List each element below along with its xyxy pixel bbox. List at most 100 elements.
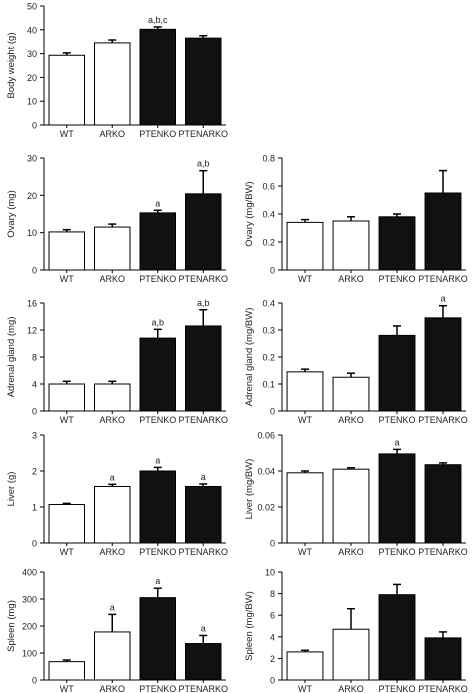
- x-tick-label: WT: [60, 547, 74, 557]
- x-tick-label: PTENARKO: [178, 274, 228, 284]
- y-tick-label: 8: [32, 353, 37, 363]
- bar-wt: [48, 383, 85, 412]
- y-tick-label: 8: [270, 589, 275, 599]
- significance-label: a: [201, 623, 206, 633]
- chart-panel-spleen-mg: 0 100 200 300 400 Spleen (mg) WT a ARKO a PTENKO a P…: [6, 568, 228, 693]
- bar-ptenarko: [185, 325, 222, 412]
- y-tick-label: 0.1: [262, 380, 275, 390]
- bar-wt: [286, 651, 324, 681]
- y-tick-label: 4: [270, 632, 275, 642]
- bar-ptenarko: [424, 464, 462, 544]
- x-tick-label: ARKO: [99, 547, 125, 557]
- bar-arko: [94, 485, 131, 544]
- significance-label: a: [394, 437, 399, 447]
- y-tick-label: 0.06: [257, 431, 275, 441]
- bar-arko: [332, 628, 370, 681]
- y-axis-label: Spleen (mg/BW): [244, 591, 255, 661]
- y-tick-label: 0.2: [262, 238, 275, 248]
- chart-panel-adrenal-mg: 0 4 8 12 16 Adrenal gland (mg) WT ARKO a,b PTENKO…: [6, 298, 228, 425]
- y-tick-label: 0.4: [262, 210, 275, 220]
- y-tick-label: 100: [22, 649, 37, 659]
- y-tick-label: 10: [265, 568, 275, 578]
- x-tick-label: WT: [60, 129, 74, 139]
- bar-wt: [286, 221, 324, 271]
- bar-wt: [48, 503, 85, 544]
- x-tick-label: PTENARKO: [418, 415, 468, 425]
- y-axis-label: Adrenal gland (mg/BW): [244, 308, 255, 407]
- significance-label: a: [155, 198, 160, 208]
- x-tick-label: PTENARKO: [178, 129, 228, 139]
- bar-wt: [48, 661, 85, 681]
- bar-ptenarko: [185, 193, 222, 271]
- chart-panel-liver-bw: 0 0.02 0.04 0.06 Liver (mg/BW) WT ARKO a PTENKO P…: [244, 431, 468, 558]
- y-axis-label: Ovary (mg/BW): [244, 181, 255, 246]
- y-tick-label: 0: [32, 539, 37, 549]
- x-tick-label: WT: [298, 684, 312, 693]
- x-tick-label: WT: [298, 274, 312, 284]
- bar-arko: [332, 468, 370, 544]
- bar-ptenko: [139, 470, 176, 544]
- y-tick-label: 0.8: [262, 154, 275, 164]
- significance-label: a,b: [197, 159, 210, 169]
- x-tick-label: WT: [60, 684, 74, 693]
- bar-arko: [94, 383, 131, 412]
- x-tick-label: ARKO: [338, 415, 364, 425]
- significance-label: a: [110, 472, 115, 482]
- x-tick-label: PTENARKO: [418, 274, 468, 284]
- chart-panel-spleen-bw: 0 2 4 6 8 10 Spleen (mg/BW) WT ARKO PTENKO PTENARK…: [244, 568, 468, 693]
- significance-label: a: [155, 576, 160, 586]
- y-axis-label: Body weight (g): [6, 32, 17, 98]
- y-tick-label: 0.04: [257, 467, 275, 477]
- y-tick-label: 0.4: [262, 299, 275, 309]
- y-axis-label: Liver (g): [6, 472, 17, 507]
- y-tick-label: 2: [32, 467, 37, 477]
- y-tick-label: 0.2: [262, 353, 275, 363]
- bar-wt: [48, 231, 85, 271]
- y-tick-label: 3: [32, 431, 37, 441]
- significance-label: a: [201, 472, 206, 482]
- chart-panel-ovary-mg: 0 10 20 30 Ovary (mg) WT ARKO a PTENKO a,b PTENARK…: [6, 154, 228, 285]
- y-tick-label: 0.02: [257, 503, 275, 513]
- significance-label: a,b: [151, 317, 164, 327]
- x-tick-label: WT: [60, 274, 74, 284]
- y-tick-label: 400: [22, 568, 37, 578]
- bar-ptenko: [378, 216, 416, 271]
- bar-arko: [332, 376, 370, 412]
- bar-ptenko: [378, 453, 416, 544]
- y-tick-label: 4: [32, 380, 37, 390]
- y-tick-label: 1: [32, 503, 37, 513]
- bar-ptenko: [378, 334, 416, 412]
- bar-wt: [286, 371, 324, 412]
- bar-wt: [48, 54, 85, 126]
- y-tick-label: 0: [32, 676, 37, 686]
- significance-label: a,b: [197, 298, 210, 308]
- x-tick-label: ARKO: [338, 274, 364, 284]
- y-axis-label: Ovary (mg): [6, 190, 17, 238]
- x-tick-label: ARKO: [338, 547, 364, 557]
- y-tick-label: 6: [270, 611, 275, 621]
- x-tick-label: PTENKO: [378, 274, 415, 284]
- y-tick-label: 0: [32, 121, 37, 131]
- chart-panel-body-weight: 0 10 20 30 40 50 Body weight (g) WT ARKO a,b,c PTE…: [6, 2, 228, 140]
- chart-panel-liver-g: 0 1 2 3 Liver (g) WT a ARKO a PTENKO a PTENARKO: [6, 431, 228, 558]
- y-tick-label: 20: [27, 73, 37, 83]
- y-tick-label: 20: [27, 191, 37, 201]
- x-tick-label: PTENKO: [378, 415, 415, 425]
- y-axis-label: Adrenal gland (mg): [6, 317, 17, 398]
- significance-label: a: [110, 602, 115, 612]
- significance-label: a: [155, 455, 160, 465]
- bar-arko: [94, 42, 131, 126]
- y-tick-label: 0: [270, 676, 275, 686]
- y-tick-label: 40: [27, 25, 37, 35]
- y-tick-label: 0: [270, 539, 275, 549]
- y-tick-label: 10: [27, 228, 37, 238]
- x-tick-label: PTENARKO: [418, 684, 468, 693]
- significance-label: a,b,c: [148, 15, 168, 25]
- x-tick-label: PTENARKO: [178, 415, 228, 425]
- x-tick-label: WT: [298, 415, 312, 425]
- y-tick-label: 2: [270, 654, 275, 664]
- x-tick-label: PTENARKO: [418, 547, 468, 557]
- x-tick-label: ARKO: [99, 684, 125, 693]
- chart-panel-ovary-bw: 0 0.2 0.4 0.6 0.8 Ovary (mg/BW) WT ARKO PTENKO PT…: [244, 154, 468, 285]
